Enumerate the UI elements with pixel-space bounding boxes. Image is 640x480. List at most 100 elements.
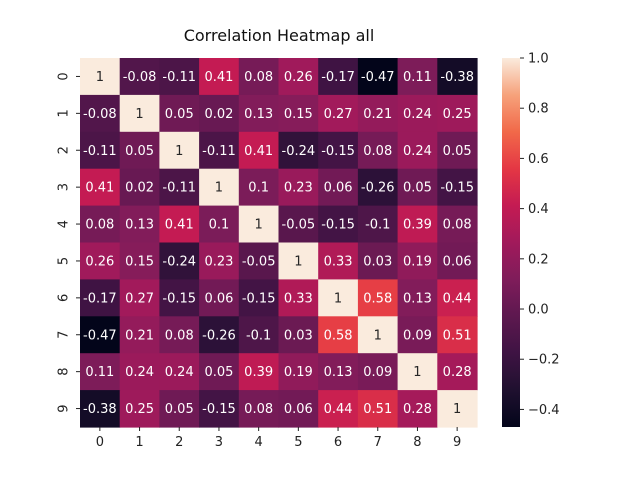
heatmap-cell xyxy=(318,131,359,170)
heatmap-cell xyxy=(437,279,478,317)
colorbar-gradient xyxy=(502,58,520,427)
cell-value-label: -0.11 xyxy=(202,144,236,159)
cell-value-label: 0.33 xyxy=(284,291,313,306)
cell-value-label: -0.17 xyxy=(321,70,355,85)
cell-value-label: 0.13 xyxy=(244,107,273,122)
heatmap-cell xyxy=(80,58,121,96)
cell-value-label: 0.21 xyxy=(125,328,154,343)
heatmap-cell xyxy=(278,242,319,280)
cell-value-label: -0.38 xyxy=(83,402,117,417)
cell-value-label: -0.05 xyxy=(282,218,316,233)
heatmap-cell xyxy=(199,242,240,280)
cell-value-label: 0.1 xyxy=(209,218,230,233)
heatmap-cell xyxy=(159,390,200,428)
y-tick-label: 9 xyxy=(57,404,72,412)
heatmap-cell xyxy=(80,353,121,391)
cell-value-label: 1 xyxy=(135,107,143,122)
cell-value-label: 0.05 xyxy=(403,181,432,196)
cell-value-label: -0.1 xyxy=(246,328,271,343)
heatmap-cell xyxy=(238,205,280,244)
cell-value-label: 0.51 xyxy=(363,402,392,417)
cell-value-label: 0.1 xyxy=(248,181,269,196)
cell-value-label: 1 xyxy=(175,144,183,159)
heatmap-cell xyxy=(278,131,319,170)
heatmap-cell xyxy=(119,168,160,207)
colorbar-tick-label: 0.6 xyxy=(528,152,549,167)
cell-value-label: -0.15 xyxy=(242,291,276,306)
heatmap-cell xyxy=(397,168,438,207)
cell-value-label: -0.08 xyxy=(123,70,157,85)
cell-value-label: 0.08 xyxy=(363,144,392,159)
y-tick-label: 7 xyxy=(57,331,72,339)
cell-value-label: 0.05 xyxy=(165,107,194,122)
cell-value-label: -0.08 xyxy=(83,107,117,122)
heatmap-cell xyxy=(357,353,399,391)
heatmap-cell xyxy=(238,316,280,354)
x-axis: 0 1 2 3 4 5 6 7 8 9 xyxy=(96,427,461,450)
heatmap-cell xyxy=(80,94,121,133)
cell-value-label: 0.39 xyxy=(403,218,432,233)
heatmap-cell xyxy=(397,131,438,170)
cell-value-label: -0.05 xyxy=(242,254,276,269)
colorbar: −0.4 −0.2 0.0 0.2 0.4 0.6 0.8 1.0 xyxy=(502,52,560,427)
heatmap-cell xyxy=(159,279,200,317)
heatmap-cell xyxy=(159,242,200,280)
x-tick-label: 0 xyxy=(96,435,104,450)
chart-title: Correlation Heatmap all xyxy=(184,26,375,45)
x-tick-label: 9 xyxy=(453,435,461,450)
heatmap-cell xyxy=(199,353,240,391)
cell-value-label: -0.1 xyxy=(365,218,390,233)
heatmap-cell xyxy=(278,205,319,244)
cell-value-label: 0.24 xyxy=(403,107,432,122)
colorbar-tick-label: 0.8 xyxy=(528,102,549,117)
cell-value-label: 0.09 xyxy=(363,365,392,380)
cell-value-label: 0.44 xyxy=(443,291,472,306)
heatmap-cell xyxy=(159,353,200,391)
heatmap-cell xyxy=(238,279,280,317)
colorbar-tick-label: −0.4 xyxy=(528,403,560,418)
heatmap-cell xyxy=(397,58,438,96)
colorbar-tick-label: 0.4 xyxy=(528,202,549,217)
cell-value-label: 0.58 xyxy=(363,291,392,306)
heatmap-cell xyxy=(238,353,280,391)
heatmap-cell xyxy=(238,94,280,133)
cell-value-label: 0.27 xyxy=(324,107,353,122)
y-tick-label: 1 xyxy=(57,109,72,117)
heatmap-cell xyxy=(318,58,359,96)
y-tick-label: 2 xyxy=(57,146,72,154)
heatmap-cell xyxy=(397,279,438,317)
cell-value-label: 0.41 xyxy=(165,218,194,233)
x-tick-label: 4 xyxy=(255,435,263,450)
heatmap-cell xyxy=(357,131,399,170)
heatmap-cell xyxy=(199,205,240,244)
x-tick-label: 2 xyxy=(175,435,183,450)
heatmap-cell xyxy=(159,58,200,96)
cell-value-label: 0.03 xyxy=(363,254,392,269)
cell-value-label: 0.08 xyxy=(443,218,472,233)
heatmap-cell xyxy=(199,279,240,317)
y-tick-label: 6 xyxy=(57,294,72,302)
x-tick-label: 7 xyxy=(374,435,382,450)
heatmap-cell xyxy=(437,390,478,428)
heatmap-cell xyxy=(199,168,240,207)
heatmap-cell xyxy=(278,94,319,133)
heatmap-cell xyxy=(119,279,160,317)
cell-value-label: 0.19 xyxy=(284,365,313,380)
cell-value-label: 0.58 xyxy=(324,328,353,343)
heatmap-cell xyxy=(80,279,121,317)
heatmap-cell xyxy=(318,242,359,280)
cell-value-label: 0.13 xyxy=(125,218,154,233)
heatmap-cell xyxy=(357,58,399,96)
cell-value-label: 0.26 xyxy=(85,254,114,269)
heatmap-cell xyxy=(159,131,200,170)
cell-value-label: 0.39 xyxy=(244,365,273,380)
heatmap-cell xyxy=(357,168,399,207)
cell-value-label: 1 xyxy=(255,218,263,233)
heatmap-cell xyxy=(357,316,399,354)
heatmap-cell xyxy=(437,168,478,207)
heatmap-cell xyxy=(119,131,160,170)
heatmap-cell xyxy=(318,353,359,391)
cell-value-label: 0.05 xyxy=(125,144,154,159)
y-axis: 0 1 2 3 4 5 6 7 8 9 xyxy=(57,72,80,413)
cell-value-label: 0.05 xyxy=(204,365,233,380)
